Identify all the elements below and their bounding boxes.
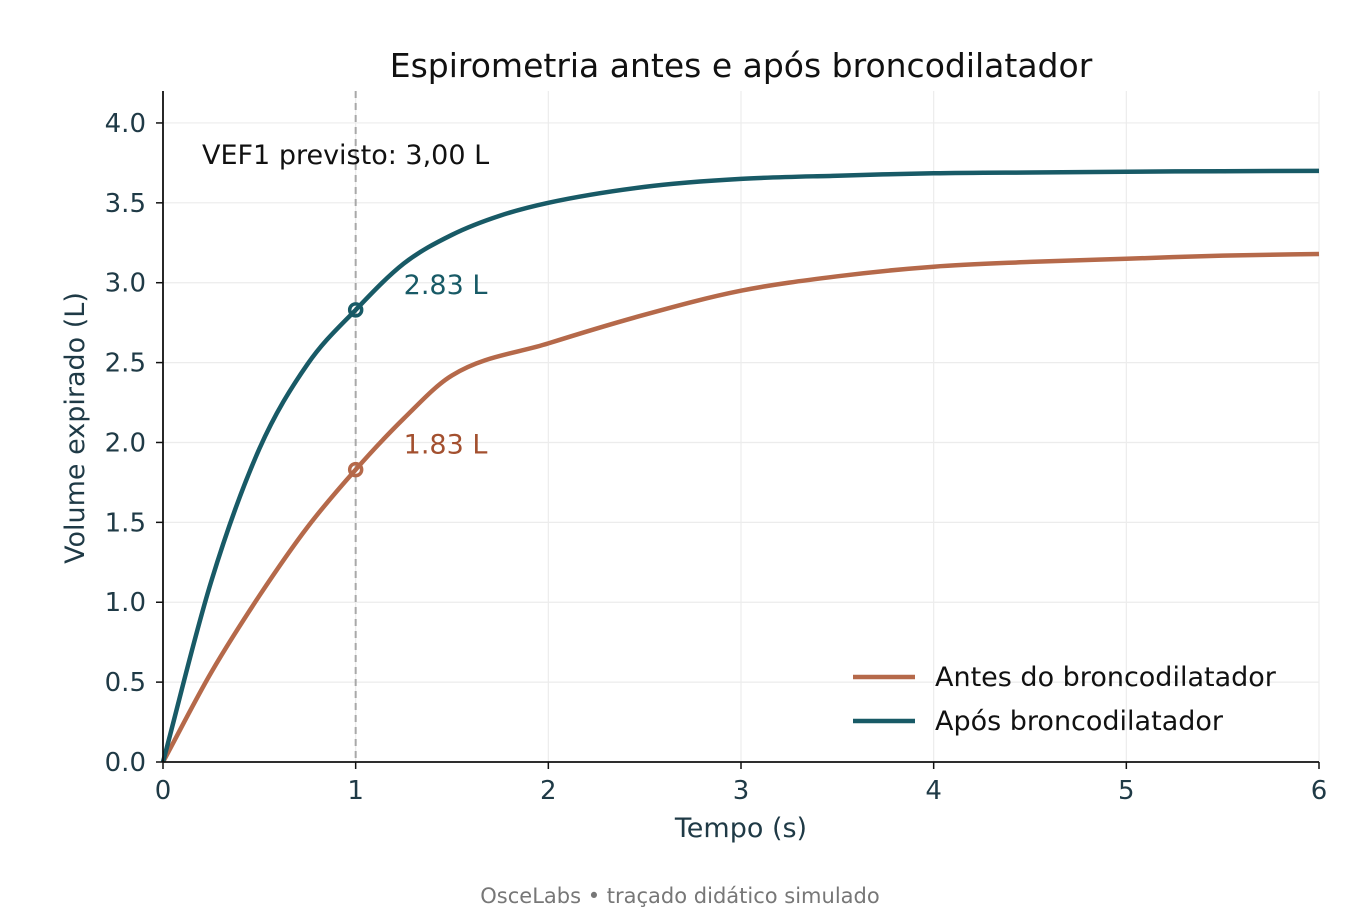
x-tick-label: 5 — [1118, 776, 1135, 806]
y-tick-label: 0.0 — [105, 748, 146, 778]
legend-label: Antes do broncodilatador — [935, 662, 1277, 693]
series-layer: 1.83 L 2.83 L — [160, 168, 1320, 764]
x-tick-label: 2 — [540, 776, 557, 806]
footer-credit: OsceLabs • traçado didático simulado — [480, 884, 879, 908]
fev1-marker-point — [347, 461, 364, 478]
y-tick-label: 2.5 — [105, 349, 146, 379]
x-axis-label: Tempo (s) — [674, 813, 807, 844]
y-tick-label: 0.5 — [105, 668, 146, 698]
legend: Antes do broncodilatador Após broncodilat… — [853, 662, 1277, 737]
y-tick-label: 1.5 — [105, 508, 146, 538]
series-line-pre — [161, 251, 1320, 764]
x-tick-label: 6 — [1311, 776, 1328, 806]
grid-lines — [163, 91, 1320, 762]
y-tick-label: 2.0 — [105, 428, 146, 458]
series-line-post — [160, 168, 1320, 763]
axes — [156, 91, 1320, 769]
predicted-fev1-annotation: VEF1 previsto: 3,00 L — [202, 140, 489, 171]
fev1-value-label: 1.83 L — [404, 430, 488, 461]
y-tick-label: 3.5 — [105, 189, 146, 219]
chart-title: Espirometria antes e após broncodilatado… — [390, 46, 1093, 85]
x-tick-label: 3 — [733, 776, 750, 806]
x-tick-label: 1 — [347, 776, 364, 806]
tick-labels: 0 1 2 3 4 5 6 0.0 0.5 1.0 1.5 2.0 2.5 3.0 3.5 4.0 — [105, 109, 1328, 806]
y-tick-label: 1.0 — [105, 588, 146, 618]
fev1-value-label: 2.83 L — [404, 270, 488, 301]
legend-label: Após broncodilatador — [935, 706, 1224, 737]
y-tick-label: 4.0 — [105, 109, 146, 139]
y-tick-label: 3.0 — [105, 269, 146, 299]
fev1-marker-point — [347, 302, 364, 318]
x-tick-label: 4 — [925, 776, 942, 806]
x-tick-label: 0 — [155, 776, 172, 806]
y-axis-label: Volume expirado (L) — [60, 292, 91, 564]
